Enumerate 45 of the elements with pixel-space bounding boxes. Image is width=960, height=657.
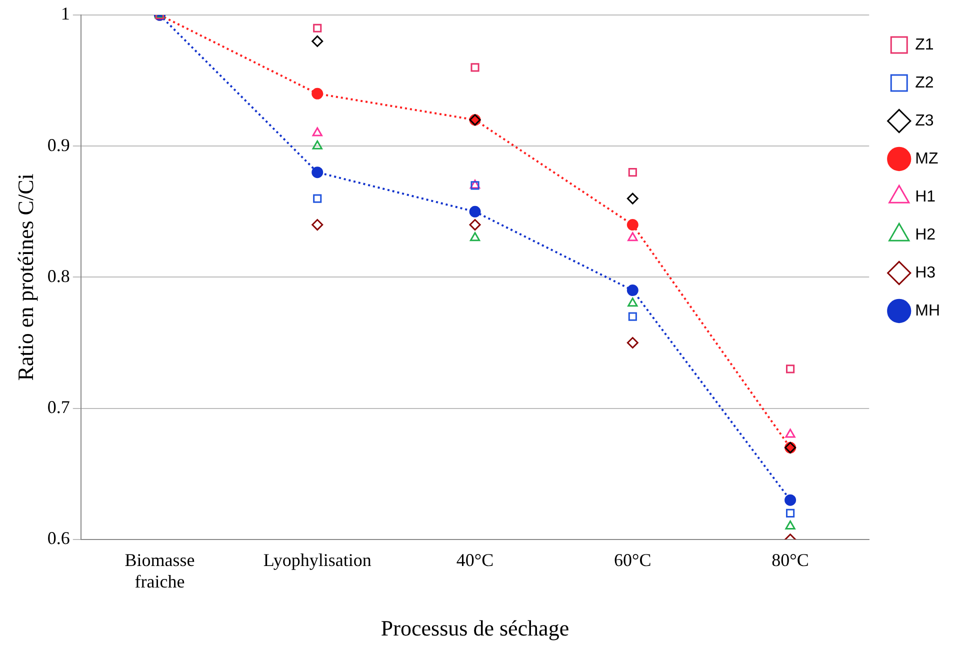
x-axis-title: Processus de séchage bbox=[380, 616, 570, 641]
point bbox=[628, 312, 637, 321]
point bbox=[312, 166, 324, 178]
x-tick-label: Lyophylisation bbox=[263, 550, 372, 570]
legend-label: Z2 bbox=[915, 74, 934, 92]
y-axis-title: Ratio en protéines C/Ci bbox=[12, 174, 38, 381]
y-tick-label: 0.9 bbox=[47, 134, 70, 155]
point bbox=[786, 364, 795, 374]
point bbox=[785, 520, 796, 530]
point bbox=[786, 508, 795, 518]
point bbox=[626, 337, 638, 348]
point bbox=[312, 140, 322, 150]
point bbox=[628, 298, 638, 307]
y-tick-label: 0.6 bbox=[47, 528, 70, 548]
legend-label: MH bbox=[915, 302, 940, 320]
legend-label: Z1 bbox=[915, 36, 934, 54]
point bbox=[469, 219, 481, 231]
point bbox=[312, 127, 322, 136]
x-tick-label: 80°C bbox=[772, 550, 809, 570]
point bbox=[312, 219, 324, 231]
x-tick-label: 40°C bbox=[456, 550, 494, 570]
legend-label: MZ bbox=[915, 150, 938, 168]
point bbox=[469, 206, 481, 218]
point bbox=[626, 219, 638, 231]
point bbox=[470, 63, 480, 72]
point bbox=[626, 192, 638, 204]
point bbox=[785, 428, 796, 438]
legend-label: Z3 bbox=[915, 112, 934, 130]
y-tick-label: 0.8 bbox=[47, 266, 70, 286]
point bbox=[626, 284, 638, 296]
point bbox=[470, 232, 480, 242]
legend-label: H1 bbox=[915, 188, 936, 206]
point bbox=[312, 35, 324, 47]
point bbox=[313, 24, 322, 32]
point bbox=[784, 494, 796, 506]
point bbox=[628, 168, 637, 177]
x-tick-label: Biomasse fraiche bbox=[124, 550, 195, 592]
legend-label: H3 bbox=[915, 264, 936, 282]
x-tick-label: 60°C bbox=[614, 550, 652, 570]
y-tick-label: 0.7 bbox=[47, 397, 70, 418]
point bbox=[313, 194, 322, 203]
point bbox=[628, 232, 638, 242]
point bbox=[312, 88, 324, 100]
y-tick-label: 1 bbox=[60, 4, 70, 24]
legend-label: H2 bbox=[915, 226, 936, 244]
